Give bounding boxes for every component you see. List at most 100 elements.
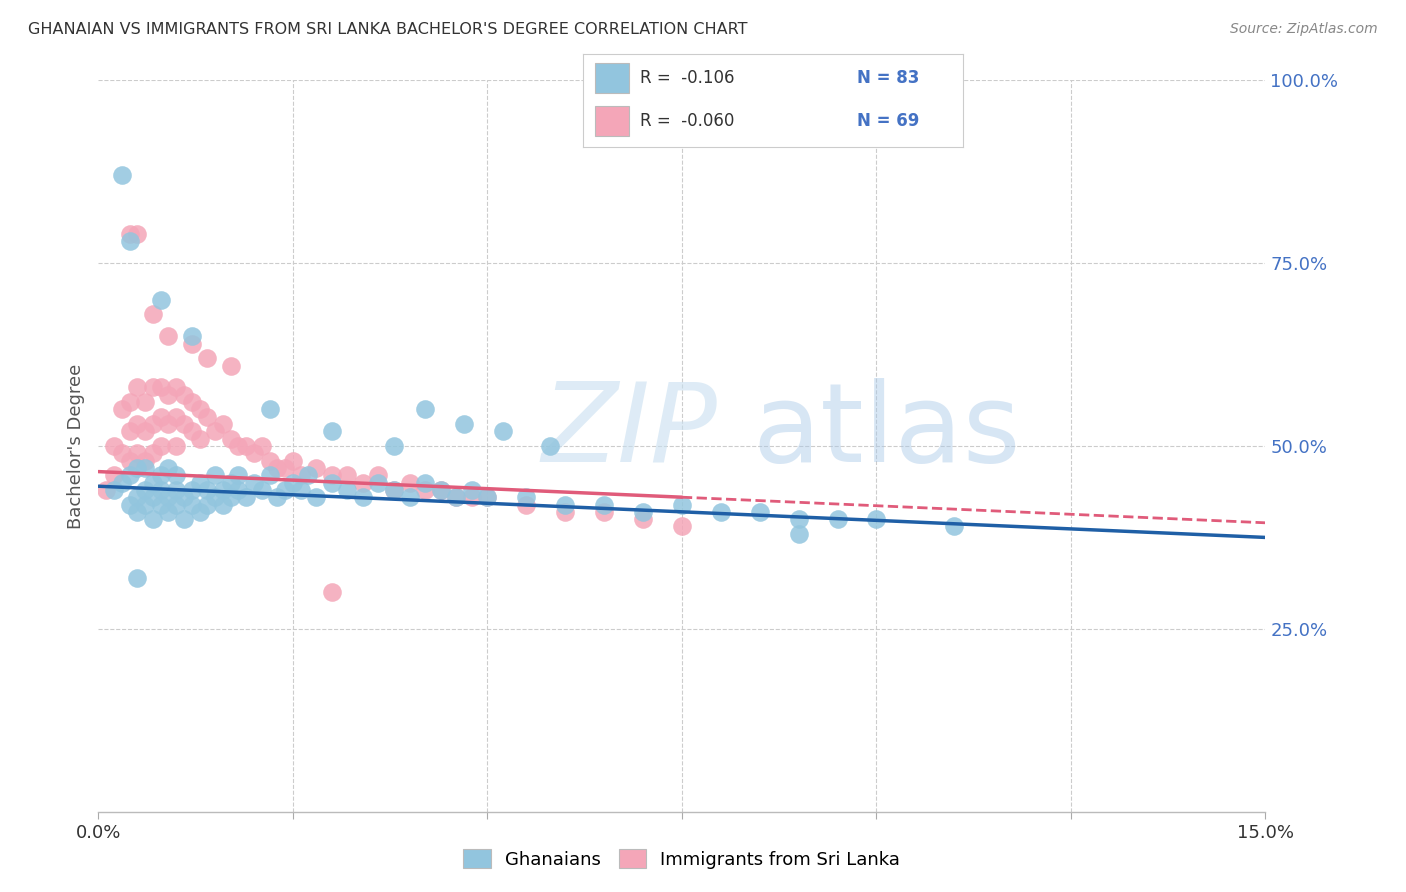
Point — [266, 490, 288, 504]
Point — [382, 483, 405, 497]
Point — [219, 490, 242, 504]
Point — [259, 468, 281, 483]
Point — [787, 512, 810, 526]
Point — [228, 439, 250, 453]
Point — [259, 453, 281, 467]
Point — [149, 498, 172, 512]
Point — [305, 490, 328, 504]
Point — [142, 475, 165, 490]
Text: atlas: atlas — [752, 378, 1021, 485]
Point — [103, 483, 125, 497]
Point — [554, 498, 576, 512]
Point — [274, 461, 297, 475]
Text: R =  -0.060: R = -0.060 — [641, 112, 735, 130]
Point — [127, 571, 149, 585]
Point — [446, 490, 468, 504]
Point — [554, 505, 576, 519]
Point — [149, 380, 172, 394]
FancyBboxPatch shape — [595, 63, 628, 93]
Point — [367, 475, 389, 490]
Point — [142, 512, 165, 526]
Point — [266, 461, 288, 475]
Point — [290, 468, 312, 483]
Point — [671, 498, 693, 512]
Point — [111, 169, 134, 183]
Point — [165, 498, 187, 512]
Point — [290, 483, 312, 497]
Point — [631, 512, 654, 526]
Point — [173, 388, 195, 402]
Point — [297, 468, 319, 483]
Point — [352, 490, 374, 504]
Point — [219, 475, 242, 490]
Point — [188, 475, 211, 490]
Point — [118, 453, 141, 467]
Point — [165, 409, 187, 424]
Point — [118, 498, 141, 512]
Point — [173, 417, 195, 431]
Point — [149, 293, 172, 307]
Text: GHANAIAN VS IMMIGRANTS FROM SRI LANKA BACHELOR'S DEGREE CORRELATION CHART: GHANAIAN VS IMMIGRANTS FROM SRI LANKA BA… — [28, 22, 748, 37]
Point — [413, 475, 436, 490]
Point — [180, 329, 202, 343]
Point — [865, 512, 887, 526]
Point — [461, 490, 484, 504]
Point — [274, 483, 297, 497]
Point — [219, 359, 242, 373]
Point — [281, 453, 304, 467]
Point — [142, 446, 165, 460]
Legend: Ghanaians, Immigrants from Sri Lanka: Ghanaians, Immigrants from Sri Lanka — [457, 842, 907, 876]
Point — [336, 468, 359, 483]
Point — [321, 475, 343, 490]
Point — [281, 475, 304, 490]
Point — [142, 417, 165, 431]
Point — [477, 490, 499, 504]
Point — [111, 402, 134, 417]
Point — [477, 490, 499, 504]
Point — [111, 475, 134, 490]
Point — [111, 446, 134, 460]
Point — [453, 417, 475, 431]
Point — [321, 425, 343, 439]
Y-axis label: Bachelor's Degree: Bachelor's Degree — [66, 363, 84, 529]
Point — [352, 475, 374, 490]
Point — [631, 505, 654, 519]
Point — [367, 468, 389, 483]
Point — [134, 498, 156, 512]
Point — [195, 483, 218, 497]
Point — [149, 483, 172, 497]
Point — [259, 402, 281, 417]
Point — [204, 468, 226, 483]
Point — [188, 402, 211, 417]
Point — [429, 483, 451, 497]
Point — [180, 483, 202, 497]
Point — [243, 446, 266, 460]
Text: N = 83: N = 83 — [856, 69, 920, 87]
Point — [127, 446, 149, 460]
Point — [250, 439, 273, 453]
Point — [149, 468, 172, 483]
Point — [103, 468, 125, 483]
Point — [134, 453, 156, 467]
Point — [787, 526, 810, 541]
Point — [96, 483, 118, 497]
Point — [118, 468, 141, 483]
Point — [228, 483, 250, 497]
Point — [165, 439, 187, 453]
Point — [165, 468, 187, 483]
Point — [195, 498, 218, 512]
Point — [127, 380, 149, 394]
Point — [127, 227, 149, 241]
Point — [593, 498, 616, 512]
Point — [149, 409, 172, 424]
Text: R =  -0.106: R = -0.106 — [641, 69, 735, 87]
Point — [173, 512, 195, 526]
Point — [127, 461, 149, 475]
Point — [204, 425, 226, 439]
Point — [142, 307, 165, 321]
Point — [515, 498, 537, 512]
Point — [398, 490, 420, 504]
Point — [142, 380, 165, 394]
Point — [710, 505, 733, 519]
Point — [180, 336, 202, 351]
